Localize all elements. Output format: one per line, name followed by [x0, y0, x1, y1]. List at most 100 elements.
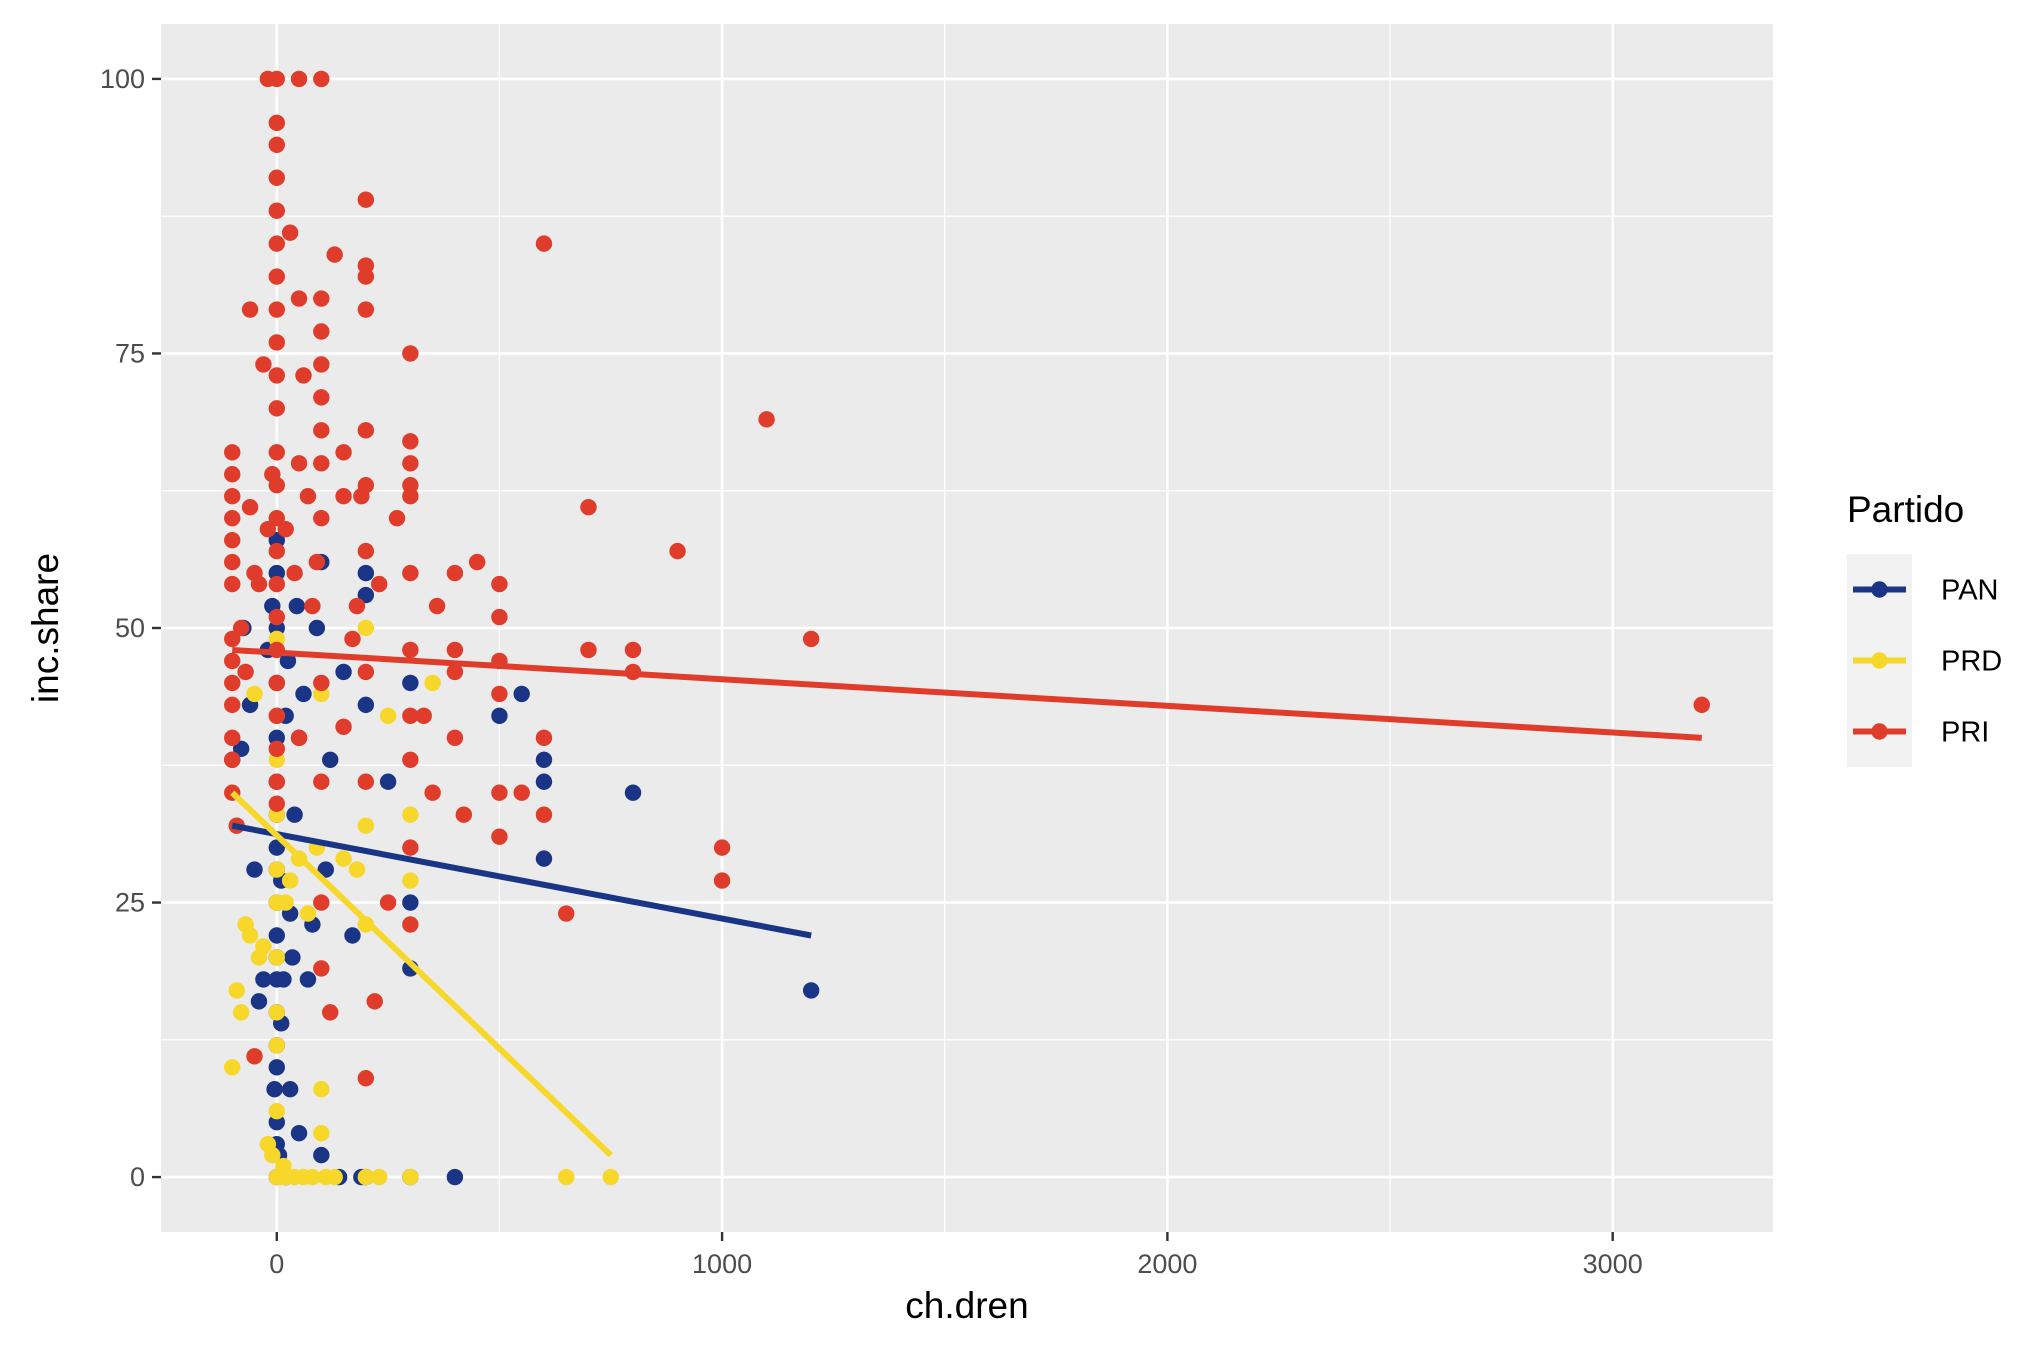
point-pri: [268, 542, 285, 560]
point-pri: [322, 1004, 339, 1021]
point-pri: [366, 993, 383, 1010]
point-prd: [268, 1004, 285, 1021]
point-pan: [268, 1059, 285, 1076]
point-pri: [535, 235, 553, 252]
point-pri: [268, 235, 285, 252]
point-pri: [224, 575, 241, 593]
point-pri: [313, 674, 330, 692]
point-pri: [428, 597, 446, 615]
legend: Partido PAN PRD PRI: [1847, 489, 2002, 767]
point-pan: [232, 740, 250, 757]
point-pri: [224, 553, 241, 571]
point-pri: [446, 729, 464, 747]
point-pan: [491, 707, 508, 725]
point-pri: [224, 696, 241, 714]
x-tick-label: 2000: [1137, 1249, 1197, 1279]
point-pri: [224, 751, 241, 768]
fit-line-prd: [230, 790, 613, 1158]
point-pri: [357, 773, 375, 790]
point-pri: [455, 806, 473, 823]
point-prd: [357, 1168, 375, 1186]
point-pri: [446, 663, 464, 681]
point-pri: [348, 597, 366, 615]
legend-title: Partido: [1847, 489, 1964, 530]
point-pan: [379, 773, 397, 790]
point-pri: [313, 894, 330, 911]
legend-label-prd: PRD: [1941, 646, 2002, 678]
point-pri: [468, 553, 486, 571]
point-pan: [802, 982, 820, 999]
point-pri: [286, 564, 303, 582]
point-pri: [313, 773, 330, 790]
point-pri: [1693, 696, 1710, 714]
legend-label-pri: PRI: [1941, 717, 1989, 749]
point-prd: [268, 1037, 285, 1054]
point-pri: [224, 509, 241, 527]
point-pri: [313, 356, 330, 373]
point-pri: [370, 575, 388, 593]
point-pri: [268, 334, 285, 351]
x-tick-label: 3000: [1583, 1249, 1643, 1279]
point-pri: [424, 784, 441, 801]
point-pri: [335, 488, 352, 505]
point-pri: [250, 575, 268, 593]
point-prd: [379, 707, 397, 725]
point-pri: [379, 894, 397, 911]
y-axis: 0 25 50 75 100: [100, 64, 161, 1192]
x-tick-label: 0: [269, 1249, 284, 1279]
point-pri: [313, 70, 330, 88]
point-prd: [357, 817, 375, 834]
point-prd: [335, 850, 352, 867]
point-pan: [535, 773, 553, 790]
point-prd: [264, 1146, 281, 1164]
point-pri: [357, 422, 375, 439]
point-pan: [402, 894, 419, 911]
point-pan: [535, 751, 553, 768]
point-pri: [713, 839, 731, 856]
data-points: [224, 70, 1710, 1186]
point-pri: [241, 499, 259, 516]
point-pan: [335, 663, 352, 681]
point-pan: [357, 586, 375, 604]
point-pan: [250, 993, 268, 1010]
point-pri: [402, 751, 419, 768]
point-pri: [224, 488, 241, 505]
point-pri: [491, 685, 508, 703]
point-pan: [299, 971, 317, 988]
point-pan: [268, 839, 285, 856]
point-prd: [602, 1168, 619, 1186]
point-pri: [402, 707, 419, 725]
point-prd: [228, 982, 245, 999]
point-prd: [277, 894, 294, 911]
point-prd: [246, 685, 263, 703]
x-axis-title: ch.dren: [905, 1285, 1028, 1326]
point-pri: [268, 444, 285, 461]
point-pri: [268, 707, 285, 725]
point-pri: [268, 509, 285, 527]
point-pri: [290, 70, 308, 88]
point-pri: [224, 630, 241, 648]
point-pri: [491, 828, 508, 845]
point-pri: [313, 389, 330, 406]
point-pri: [713, 872, 731, 889]
x-tick-label: 1000: [692, 1249, 752, 1279]
point-prd: [402, 872, 419, 889]
point-prd: [313, 1124, 330, 1142]
point-pan: [446, 1168, 464, 1186]
point-pan: [322, 751, 339, 768]
point-pri: [402, 433, 419, 450]
point-prd: [281, 872, 299, 889]
y-tick-label: 0: [130, 1162, 145, 1192]
point-prd: [224, 1059, 241, 1076]
point-pri: [313, 509, 330, 527]
point-prd: [268, 1103, 285, 1120]
point-pri: [402, 345, 419, 362]
point-pri: [326, 246, 343, 263]
point-pri: [313, 323, 330, 340]
point-prd: [348, 861, 366, 878]
point-pri: [268, 301, 285, 318]
point-pri: [304, 597, 321, 615]
point-pri: [491, 608, 508, 626]
point-pan: [290, 1124, 308, 1142]
